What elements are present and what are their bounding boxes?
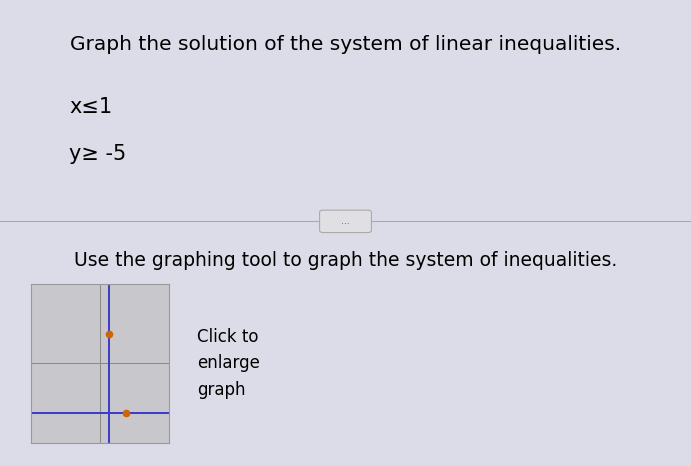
Text: ...: ... <box>341 217 350 226</box>
FancyBboxPatch shape <box>319 210 371 233</box>
Text: x≤1: x≤1 <box>69 97 112 117</box>
Text: Graph the solution of the system of linear inequalities.: Graph the solution of the system of line… <box>70 35 621 54</box>
Text: Click to
enlarge
graph: Click to enlarge graph <box>197 328 260 399</box>
Text: y≥ -5: y≥ -5 <box>69 144 126 164</box>
Text: Use the graphing tool to graph the system of inequalities.: Use the graphing tool to graph the syste… <box>74 252 617 270</box>
